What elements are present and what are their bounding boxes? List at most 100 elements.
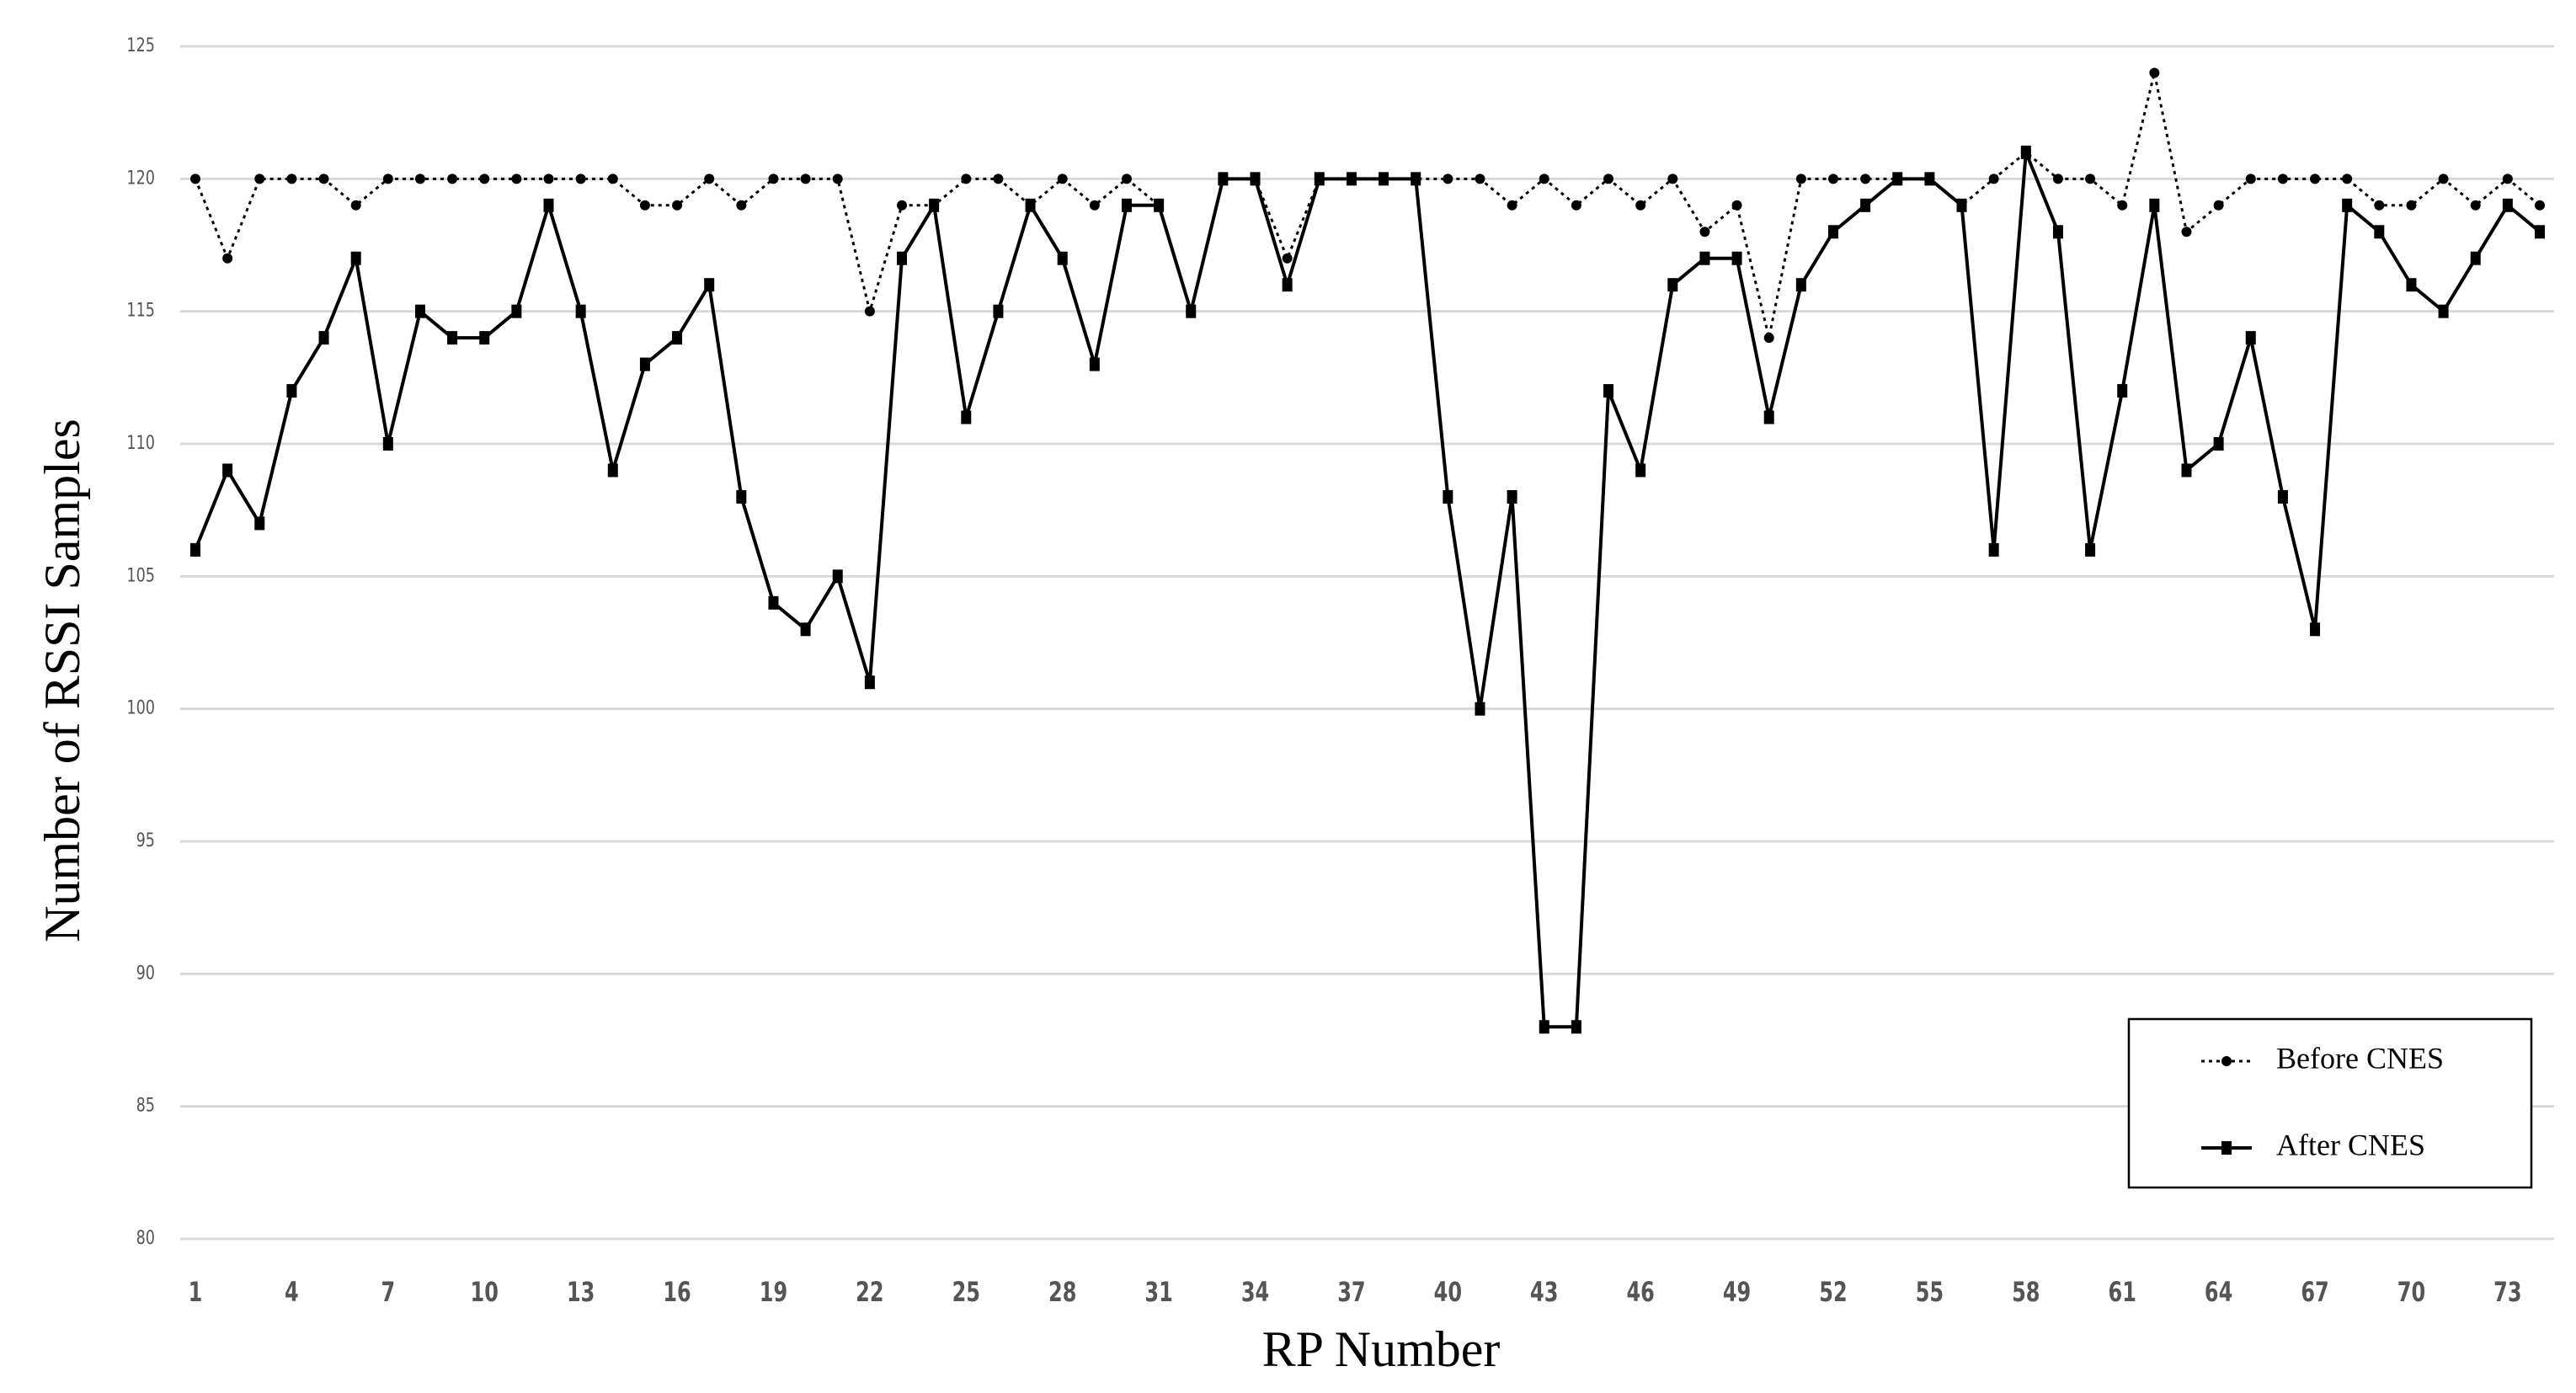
- data-point: [2470, 251, 2481, 265]
- data-point: [2438, 173, 2449, 184]
- legend-label: Before CNES: [2276, 1041, 2444, 1075]
- data-point: [1346, 172, 1357, 186]
- data-point: [1795, 173, 1806, 184]
- data-point: [382, 173, 393, 184]
- data-point: [864, 675, 875, 690]
- y-tick-label: 115: [126, 300, 155, 321]
- data-point: [1218, 172, 1229, 186]
- data-point: [2117, 384, 2128, 398]
- data-point: [2181, 227, 2192, 238]
- data-point: [286, 384, 297, 398]
- data-point: [2277, 173, 2288, 184]
- data-point: [2052, 225, 2063, 239]
- y-tick-label: 105: [126, 565, 155, 586]
- x-tick-label: 1: [189, 1277, 203, 1308]
- data-point: [2213, 200, 2224, 211]
- data-point: [1057, 251, 1068, 265]
- data-point: [447, 173, 458, 184]
- data-point: [1475, 702, 1485, 716]
- data-point: [414, 304, 425, 318]
- data-point: [897, 200, 908, 211]
- data-point: [2438, 304, 2449, 318]
- data-point: [1988, 542, 1999, 557]
- data-point: [929, 198, 940, 212]
- data-point: [1731, 200, 1742, 211]
- data-point: [832, 173, 843, 184]
- data-point: [639, 357, 650, 371]
- y-tick-label: 100: [126, 697, 155, 718]
- data-point: [2342, 198, 2353, 212]
- x-axis-title: RP Number: [1262, 1321, 1501, 1377]
- data-point: [1860, 173, 1871, 184]
- data-point: [800, 173, 811, 184]
- data-point: [2181, 463, 2192, 478]
- y-tick-label: 110: [126, 432, 155, 453]
- data-point: [2277, 489, 2288, 504]
- data-point: [1924, 172, 1935, 186]
- x-tick-label: 13: [567, 1277, 595, 1308]
- data-point: [1988, 173, 1999, 184]
- data-point: [447, 331, 458, 345]
- data-point: [511, 304, 522, 318]
- data-point: [479, 331, 490, 345]
- data-point: [2502, 198, 2513, 212]
- data-point: [2020, 145, 2031, 159]
- x-tick-label: 19: [760, 1277, 787, 1308]
- data-point: [1667, 173, 1678, 184]
- data-point: [704, 278, 715, 292]
- data-point: [190, 542, 200, 557]
- legend-box: [2127, 1017, 2533, 1189]
- y-axis-title: Number of RSSI Samples: [35, 419, 90, 942]
- data-point: [1539, 173, 1549, 184]
- data-point: [1571, 1020, 1581, 1034]
- data-point: [1121, 198, 1132, 212]
- data-point: [607, 173, 618, 184]
- data-point: [318, 173, 329, 184]
- data-point: [2310, 173, 2321, 184]
- data-point: [736, 489, 747, 504]
- data-point: [575, 173, 586, 184]
- y-tick-label: 80: [136, 1227, 155, 1248]
- data-point: [672, 331, 683, 345]
- data-point: [1635, 200, 1646, 211]
- data-point: [2374, 225, 2385, 239]
- x-tick-label: 22: [856, 1277, 883, 1308]
- data-point: [1763, 333, 1774, 344]
- y-tick-label: 90: [136, 963, 155, 984]
- data-point: [2374, 200, 2385, 211]
- x-tick-label: 31: [1144, 1277, 1172, 1308]
- data-point: [1827, 173, 1838, 184]
- data-point: [704, 173, 715, 184]
- x-tick-label: 58: [2012, 1277, 2040, 1308]
- data-point: [736, 200, 747, 211]
- y-tick-label: 85: [136, 1095, 155, 1116]
- data-point: [1699, 251, 1710, 265]
- data-point: [350, 200, 361, 211]
- y-tick-label: 95: [136, 830, 155, 851]
- data-point: [897, 251, 908, 265]
- legend-marker: [2221, 1141, 2232, 1155]
- data-point: [1121, 173, 1132, 184]
- x-tick-label: 73: [2493, 1277, 2521, 1308]
- data-point: [1443, 173, 1453, 184]
- data-point: [1025, 198, 1036, 212]
- data-point: [2245, 331, 2256, 345]
- x-tick-label: 7: [381, 1277, 395, 1308]
- data-point: [1089, 357, 1100, 371]
- data-point: [1603, 384, 1614, 398]
- data-point: [768, 173, 779, 184]
- data-point: [2085, 542, 2096, 557]
- data-point: [961, 410, 972, 424]
- x-tick-label: 52: [1819, 1277, 1847, 1308]
- legend: Before CNES After CNES: [2127, 1017, 2533, 1189]
- data-point: [1186, 304, 1197, 318]
- data-point: [2149, 198, 2160, 212]
- x-tick-label: 28: [1048, 1277, 1076, 1308]
- data-point: [479, 173, 490, 184]
- data-point: [1892, 172, 1903, 186]
- data-point: [961, 173, 972, 184]
- data-point: [1827, 225, 1838, 239]
- data-point: [1635, 463, 1646, 478]
- data-point: [2406, 278, 2417, 292]
- data-point: [543, 173, 554, 184]
